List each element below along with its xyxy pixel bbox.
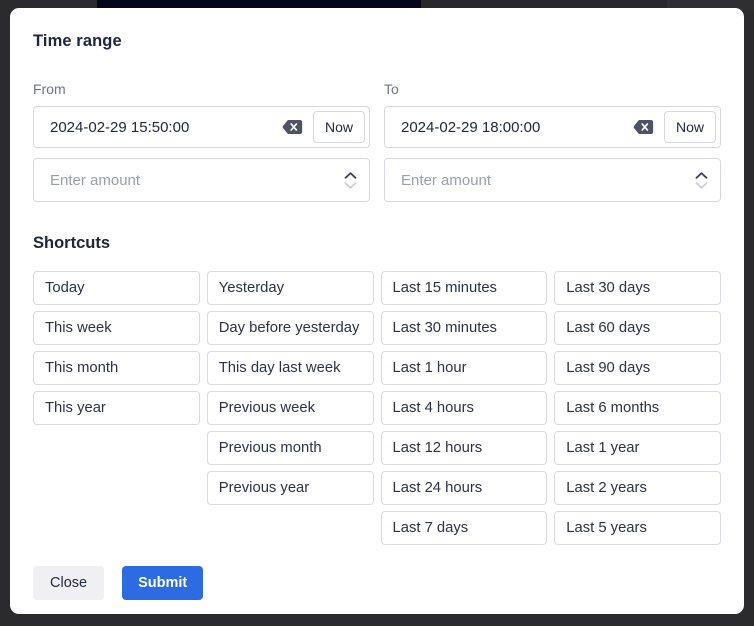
shortcut-last-4-hours[interactable]: Last 4 hours — [380, 391, 548, 425]
from-datetime-field: Now — [33, 106, 370, 148]
backspace-icon — [282, 119, 303, 135]
shortcut-this-year[interactable]: This year — [33, 391, 200, 425]
to-stepper-down-button[interactable] — [695, 181, 708, 189]
to-amount-stepper — [695, 171, 708, 189]
shortcuts-column-1: Today This week This month This year — [33, 271, 200, 545]
shortcut-yesterday[interactable]: Yesterday — [206, 271, 374, 305]
shortcut-last-90-days[interactable]: Last 90 days — [554, 351, 721, 385]
shortcut-last-30-days[interactable]: Last 30 days — [554, 271, 721, 305]
shortcut-last-1-hour[interactable]: Last 1 hour — [380, 351, 548, 385]
from-amount-field — [33, 158, 370, 202]
from-column: From Now — [33, 81, 370, 202]
shortcut-previous-year[interactable]: Previous year — [206, 471, 374, 505]
from-amount-input[interactable] — [48, 170, 344, 190]
from-clear-button[interactable] — [282, 119, 313, 135]
shortcuts-grid: Today This week This month This year Yes… — [33, 271, 721, 545]
shortcut-last-5-years[interactable]: Last 5 years — [554, 511, 721, 545]
time-range-dialog: Time range From Now — [10, 8, 744, 614]
to-label: To — [384, 81, 399, 97]
shortcut-today[interactable]: Today — [33, 271, 200, 305]
from-now-button[interactable]: Now — [312, 111, 365, 143]
dialog-title: Time range — [33, 32, 122, 50]
to-now-button[interactable]: Now — [663, 111, 716, 143]
from-datetime-input[interactable] — [48, 117, 282, 137]
shortcut-this-month[interactable]: This month — [33, 351, 200, 385]
backdrop-dark-strip — [421, 0, 667, 10]
shortcut-this-day-last-week[interactable]: This day last week — [206, 351, 374, 385]
chevron-up-icon — [344, 167, 357, 182]
to-column: To Now — [384, 81, 721, 202]
shortcut-last-24-hours[interactable]: Last 24 hours — [380, 471, 548, 505]
shortcut-day-before-yesterday[interactable]: Day before yesterday — [206, 311, 374, 345]
to-amount-input[interactable] — [399, 170, 695, 190]
chevron-down-icon — [344, 177, 357, 192]
backspace-icon — [633, 119, 654, 135]
shortcut-last-6-months[interactable]: Last 6 months — [554, 391, 721, 425]
shortcut-last-60-days[interactable]: Last 60 days — [554, 311, 721, 345]
to-datetime-input[interactable] — [399, 117, 633, 137]
shortcuts-column-4: Last 30 days Last 60 days Last 90 days L… — [554, 271, 721, 545]
shortcuts-column-3: Last 15 minutes Last 30 minutes Last 1 h… — [380, 271, 548, 545]
shortcut-last-30-minutes[interactable]: Last 30 minutes — [380, 311, 548, 345]
to-stepper-up-button[interactable] — [695, 171, 708, 179]
to-datetime-field: Now — [384, 106, 721, 148]
chevron-down-icon — [695, 177, 708, 192]
submit-button[interactable]: Submit — [122, 566, 204, 600]
from-stepper-down-button[interactable] — [344, 181, 357, 189]
backdrop-light-strip — [667, 0, 754, 10]
shortcut-last-12-hours[interactable]: Last 12 hours — [380, 431, 548, 465]
backdrop-navy-strip — [97, 0, 421, 10]
from-label: From — [33, 81, 66, 97]
shortcut-last-7-days[interactable]: Last 7 days — [380, 511, 548, 545]
shortcut-previous-month[interactable]: Previous month — [206, 431, 374, 465]
shortcut-this-week[interactable]: This week — [33, 311, 200, 345]
to-clear-button[interactable] — [633, 119, 664, 135]
shortcut-previous-week[interactable]: Previous week — [206, 391, 374, 425]
shortcut-last-15-minutes[interactable]: Last 15 minutes — [380, 271, 548, 305]
from-stepper-up-button[interactable] — [344, 171, 357, 179]
chevron-up-icon — [695, 167, 708, 182]
shortcut-last-1-year[interactable]: Last 1 year — [554, 431, 721, 465]
range-section: From Now — [33, 81, 721, 202]
close-button[interactable]: Close — [33, 566, 105, 600]
shortcut-last-2-years[interactable]: Last 2 years — [554, 471, 721, 505]
shortcuts-column-2: Yesterday Day before yesterday This day … — [206, 271, 374, 545]
shortcuts-heading: Shortcuts — [33, 234, 111, 252]
from-amount-stepper — [344, 171, 357, 189]
to-amount-field — [384, 158, 721, 202]
dialog-footer: Close Submit — [33, 566, 721, 600]
